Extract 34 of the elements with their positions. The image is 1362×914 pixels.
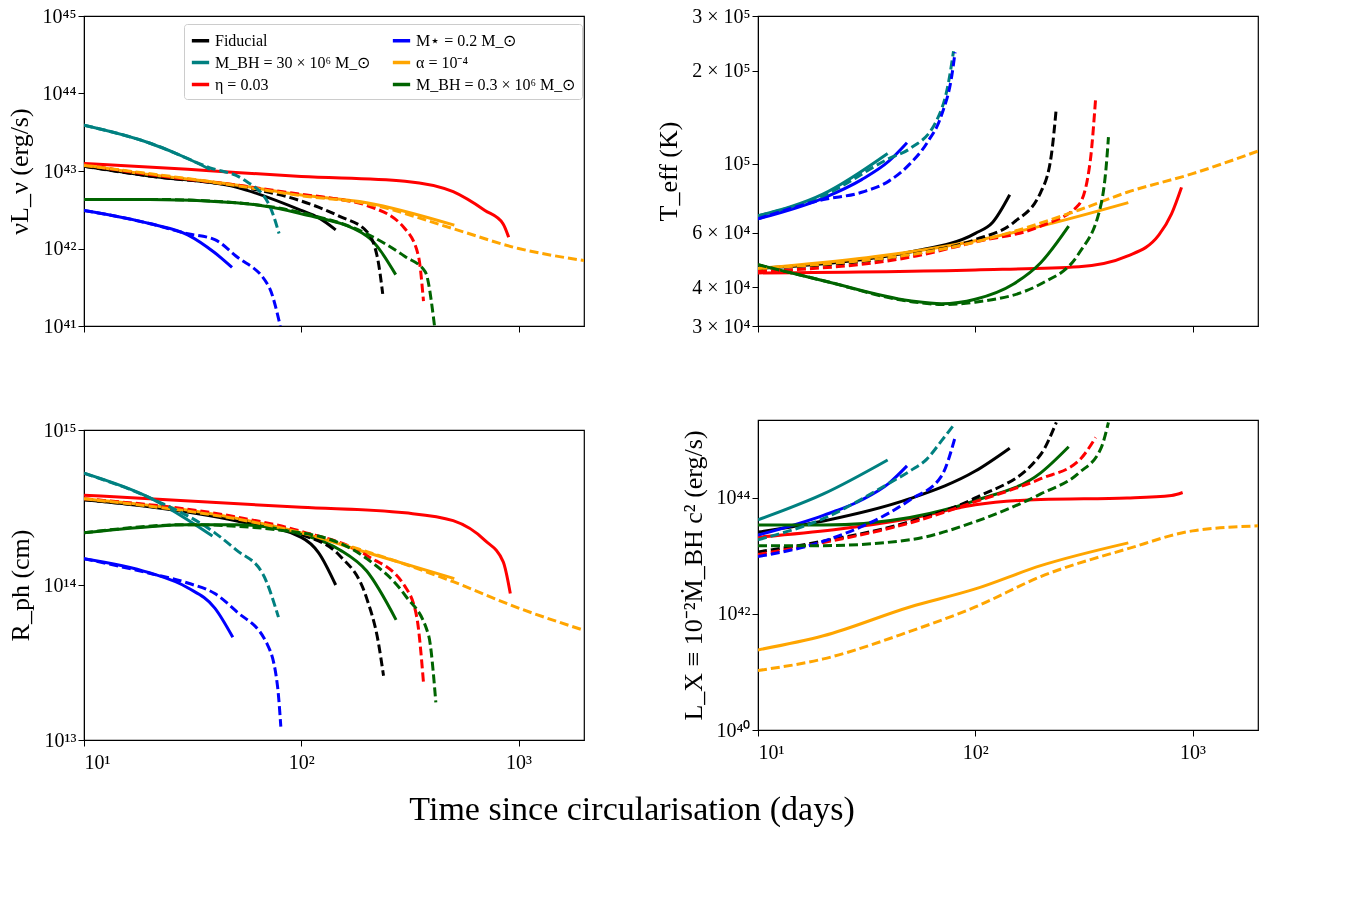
y-tick-label: 10⁴³: [43, 159, 77, 182]
x-tick-label: 10¹: [84, 750, 111, 773]
legend-label: M_BH = 0.3 × 10⁶ M_⊙: [416, 75, 576, 93]
x-tick-label: 10²: [288, 750, 315, 773]
y-tick-label: 10¹⁴: [43, 573, 77, 596]
y-tick-label: 10⁴²: [717, 602, 751, 625]
y-axis-title: L_X ≡ 10⁻²Ṁ_BH c² (erg/s): [678, 430, 708, 721]
y-tick-label: 6 × 10⁴: [692, 221, 751, 244]
y-tick-label: 2 × 10⁵: [692, 59, 751, 82]
y-axis-title: T_eff (K): [654, 121, 684, 222]
legend-label: α = 10⁻⁴: [416, 53, 469, 71]
y-tick-label: 3 × 10⁵: [692, 4, 751, 27]
x-tick-label: 10³: [1180, 740, 1207, 763]
y-tick-label: 10⁴⁴: [716, 486, 751, 509]
y-tick-label: 10⁴²: [43, 237, 77, 259]
y-tick-label: 4 × 10⁴: [692, 275, 751, 298]
legend-label: M⋆ = 0.2 M_⊙: [416, 31, 517, 49]
legend-label: Fiducial: [215, 31, 268, 49]
legend-label: η = 0.03: [215, 75, 269, 94]
y-tick-label: 10⁴¹: [43, 314, 77, 337]
y-axis-title: νL_ν (erg/s): [4, 108, 34, 235]
y-tick-label: 10⁴⁰: [716, 718, 751, 741]
x-tick-label: 10²: [962, 740, 989, 763]
y-tick-label: 10⁵: [723, 152, 751, 175]
y-tick-label: 10⁴⁵: [42, 4, 77, 27]
y-tick-label: 3 × 10⁴: [692, 314, 751, 337]
legend-label: M_BH = 30 × 10⁶ M_⊙: [215, 53, 371, 71]
y-tick-label: 10¹⁵: [43, 418, 77, 441]
y-tick-label: 10⁴⁴: [42, 82, 77, 104]
x-axis-title: Time since circularisation (days): [409, 789, 855, 828]
y-tick-label: 10¹³: [44, 728, 77, 751]
y-axis-title: R_ph (cm): [5, 529, 35, 642]
x-tick-label: 10³: [506, 750, 533, 773]
x-tick-label: 10¹: [758, 740, 785, 763]
